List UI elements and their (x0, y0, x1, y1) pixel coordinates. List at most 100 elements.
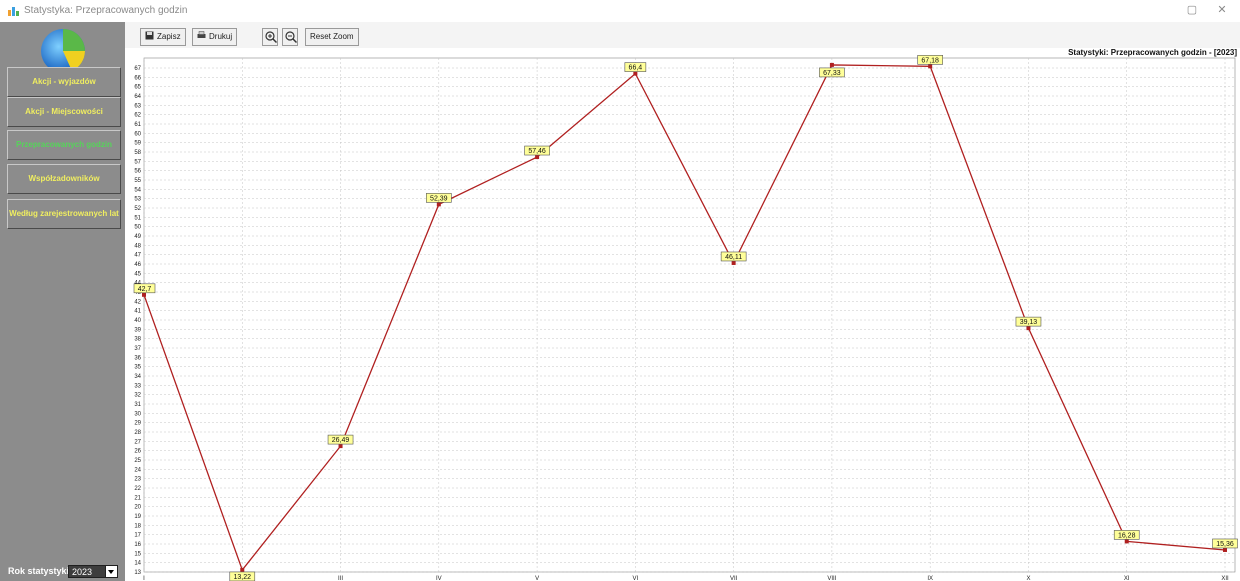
y-tick-label: 17 (134, 533, 141, 539)
data-point (535, 155, 540, 160)
data-point (731, 260, 736, 265)
print-button[interactable]: Drukuj (192, 28, 238, 46)
y-tick-label: 29 (134, 421, 141, 427)
pie-chart-logo-icon (41, 29, 85, 73)
data-label-box (1212, 538, 1238, 549)
y-tick-label: 40 (134, 318, 141, 324)
chart-title: Statystyki: Przepracowanych godzin - [20… (1068, 48, 1237, 57)
data-label-box (624, 62, 647, 72)
close-button[interactable]: ✕ (1217, 4, 1227, 16)
y-tick-label: 33 (134, 383, 141, 389)
floppy-icon (145, 31, 154, 40)
y-tick-label: 66 (134, 75, 141, 81)
x-tick-label: VII (730, 576, 738, 581)
x-tick-label: VI (633, 576, 639, 581)
y-tick-label: 16 (134, 542, 141, 548)
zoom-in-icon (265, 31, 278, 44)
y-tick-label: 58 (134, 150, 141, 156)
data-label-box (327, 434, 354, 445)
y-tick-label: 57 (134, 159, 141, 165)
y-tick-label: 14 (134, 561, 141, 567)
data-point (633, 71, 638, 76)
y-tick-label: 28 (134, 430, 141, 436)
printer-icon (197, 31, 206, 38)
data-label: 67,33 (823, 70, 841, 77)
y-tick-label: 45 (134, 271, 141, 277)
y-tick-label: 55 (134, 178, 141, 184)
zoom-in-button[interactable] (262, 28, 278, 46)
sidebar-item-wedlug-lat[interactable]: Według zarejestrowanych lat (7, 199, 121, 229)
y-tick-label: 53 (134, 197, 141, 203)
save-button[interactable]: Zapisz (140, 28, 186, 46)
y-tick-label: 30 (134, 411, 141, 417)
restore-button[interactable]: ▢ (1186, 4, 1198, 16)
y-tick-label: 34 (134, 374, 141, 380)
data-label-box (1015, 316, 1042, 327)
y-tick-label: 46 (134, 262, 141, 268)
y-tick-label: 24 (134, 467, 141, 473)
y-tick-label: 60 (134, 131, 141, 137)
sidebar-item-akcji-miejscowosci[interactable]: Akcji - Miejscowości (7, 97, 121, 127)
zoom-out-icon (285, 31, 298, 44)
y-tick-label: 25 (134, 458, 141, 464)
data-point (829, 62, 834, 67)
data-label: 66,4 (629, 65, 643, 72)
x-tick-label: IV (436, 576, 442, 581)
data-label: 16,28 (1118, 532, 1136, 539)
data-label: 42,7 (138, 286, 152, 293)
year-select[interactable]: 2023 (68, 565, 118, 578)
year-value: 2023 (72, 567, 93, 577)
data-label-box (524, 145, 550, 156)
data-label: 26,49 (332, 437, 350, 444)
chevron-down-icon[interactable] (105, 566, 117, 577)
data-point (240, 567, 245, 572)
x-tick-label: III (338, 576, 343, 581)
y-tick-label: 63 (134, 103, 141, 109)
data-label: 46,11 (725, 254, 742, 261)
y-tick-label: 59 (134, 141, 141, 147)
data-label: 52,39 (430, 195, 448, 202)
data-label-box (133, 283, 156, 294)
y-tick-label: 31 (134, 402, 141, 408)
y-tick-label: 61 (134, 122, 141, 128)
y-tick-label: 52 (134, 206, 141, 212)
y-tick-label: 35 (134, 365, 141, 371)
y-tick-label: 48 (134, 243, 141, 249)
data-label: 15,36 (1216, 541, 1234, 548)
y-tick-label: 64 (134, 94, 141, 100)
sidebar-item-wspolzadownikow[interactable]: Współzadowników (7, 164, 121, 194)
x-tick-label: IX (927, 576, 933, 581)
data-label-box (1113, 530, 1140, 540)
data-label: 39,13 (1020, 319, 1038, 326)
year-label: Rok statystyki (8, 566, 70, 576)
x-tick-label: V (535, 576, 539, 581)
y-tick-label: 15 (134, 551, 141, 557)
sidebar-item-przepracowanych-godzin[interactable]: Przepracowanych godzin (7, 130, 121, 160)
print-label: Drukuj (209, 32, 233, 41)
window-title: Statystyka: Przepracowanych godzin (24, 5, 188, 16)
y-tick-label: 54 (134, 187, 141, 193)
sidebar-item-akcji-wyjazdow[interactable]: Akcji - wyjazdów (7, 67, 121, 97)
x-tick-label: XI (1124, 576, 1130, 581)
y-tick-label: 67 (134, 66, 141, 72)
y-tick-label: 18 (134, 523, 141, 529)
y-tick-label: 56 (134, 169, 141, 175)
y-tick-label: 50 (134, 225, 141, 231)
y-tick-label: 65 (134, 85, 141, 91)
y-tick-label: 42 (134, 299, 141, 305)
y-tick-label: 26 (134, 449, 141, 455)
y-tick-label: 13 (134, 570, 141, 576)
plot-area (143, 57, 1236, 573)
data-label: 13,22 (234, 574, 252, 581)
reset-zoom-button[interactable]: Reset Zoom (305, 28, 359, 46)
y-tick-label: 39 (134, 327, 141, 333)
zoom-out-button[interactable] (282, 28, 298, 46)
y-tick-label: 38 (134, 337, 141, 343)
data-label-box (426, 193, 452, 203)
y-tick-label: 27 (134, 439, 141, 445)
y-tick-label: 51 (134, 215, 141, 221)
app-icon (8, 7, 19, 16)
data-label-box (917, 55, 943, 65)
title-bar: Statystyka: Przepracowanych godzin ▢ ✕ (0, 0, 1240, 22)
